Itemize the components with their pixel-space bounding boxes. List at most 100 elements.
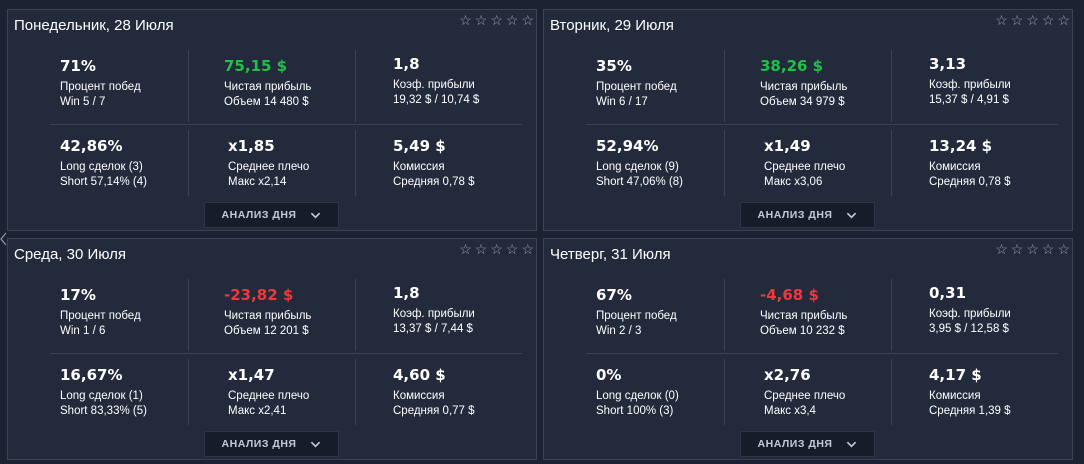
net-profit: -4,68 $ Чистая прибыль Объем 10 232 $ [760,286,920,339]
commission-label: Комиссия [393,161,445,173]
analyze-day-button[interactable]: АНАЛИЗ ДНЯ [204,202,339,228]
chevron-down-icon [311,441,321,448]
long-trades: 16,67% Long сделок (1) Short 83,33% (5) [60,366,220,419]
analyze-day-label: АНАЛИЗ ДНЯ [221,209,297,221]
day-card: Понедельник, 28 Июля ☆ ☆ ☆ ☆ ☆ 71% Процент п… [7,9,537,231]
win-rate-value: 35% [596,57,632,75]
profit-factor-label: Коэф. прибыли [929,308,1011,320]
long-trades-label: Long сделок (1) [60,390,143,402]
win-rate: 67% Процент побед Win 2 / 3 [596,286,756,339]
avg-leverage-sub: Макс x2,14 [228,176,287,188]
win-rate: 17% Процент побед Win 1 / 6 [60,286,220,339]
star-outline-icon[interactable]: ☆ [1010,241,1024,257]
avg-leverage-sub: Макс x2,41 [228,405,287,417]
long-trades-sub: Short 100% (3) [596,405,674,417]
star-outline-icon[interactable]: ☆ [1041,12,1055,28]
win-rate-label: Процент побед [60,310,141,322]
profit-factor-value: 1,8 [393,55,420,73]
chevron-left-icon[interactable] [0,232,7,246]
chevron-down-icon [847,441,857,448]
long-trades-value: 16,67% [60,366,123,384]
profit-factor: 3,13 Коэф. прибыли 15,37 $ / 4,91 $ [929,55,1084,108]
net-profit-label: Чистая прибыль [224,310,312,322]
profit-factor-sub: 13,37 $ / 7,44 $ [393,323,473,335]
day-title: Среда, 30 Июля [14,246,127,263]
net-profit: 38,26 $ Чистая прибыль Объем 34 979 $ [760,57,920,110]
avg-leverage: x1,47 Среднее плечо Макс x2,41 [228,366,388,419]
win-rate-sub: Win 6 / 17 [596,96,648,108]
day-card: Среда, 30 Июля ☆ ☆ ☆ ☆ ☆ 17% Процент побед W… [7,238,537,460]
star-outline-icon[interactable]: ☆ [505,12,519,28]
avg-leverage-sub: Макс x3,4 [764,405,816,417]
profit-factor-value: 0,31 [929,284,967,302]
long-trades: 52,94% Long сделок (9) Short 47,06% (8) [596,137,756,190]
commission-value: 4,60 $ [393,366,446,384]
star-outline-icon[interactable]: ☆ [995,241,1008,257]
commission-label: Комиссия [929,390,981,402]
star-outline-icon[interactable]: ☆ [1026,12,1039,28]
star-outline-icon[interactable]: ☆ [490,241,503,257]
star-outline-icon[interactable]: ☆ [1057,12,1070,28]
avg-leverage-label: Среднее плечо [764,390,846,402]
long-trades: 42,86% Long сделок (3) Short 57,14% (4) [60,137,220,190]
long-trades-sub: Short 83,33% (5) [60,405,147,417]
star-outline-icon[interactable]: ☆ [490,12,503,28]
day-title: Вторник, 29 Июля [550,17,674,34]
long-trades-label: Long сделок (3) [60,161,143,173]
net-profit: -23,82 $ Чистая прибыль Объем 12 201 $ [224,286,384,339]
star-outline-icon[interactable]: ☆ [1010,12,1024,28]
analyze-day-button[interactable]: АНАЛИЗ ДНЯ [740,202,875,228]
day-title: Понедельник, 28 Июля [14,17,174,34]
star-outline-icon[interactable]: ☆ [474,241,488,257]
star-outline-icon[interactable]: ☆ [521,241,534,257]
avg-leverage: x1,49 Среднее плечо Макс x3,06 [764,137,924,190]
analyze-day-label: АНАЛИЗ ДНЯ [757,438,833,450]
net-profit-sub: Объем 10 232 $ [760,325,845,337]
win-rate-label: Процент побед [596,310,677,322]
net-profit-value: 38,26 $ [760,57,824,75]
rating-stars[interactable]: ☆ ☆ ☆ ☆ ☆ [459,242,534,256]
avg-leverage-label: Среднее плечо [764,161,846,173]
star-outline-icon[interactable]: ☆ [995,12,1008,28]
star-outline-icon[interactable]: ☆ [1041,241,1055,257]
win-rate-label: Процент побед [60,81,141,93]
star-outline-icon[interactable]: ☆ [505,241,519,257]
avg-leverage: x2,76 Среднее плечо Макс x3,4 [764,366,924,419]
rating-stars[interactable]: ☆ ☆ ☆ ☆ ☆ [459,13,534,27]
win-rate-sub: Win 1 / 6 [60,325,106,337]
avg-leverage-label: Среднее плечо [228,390,310,402]
commission: 4,60 $ Комиссия Средняя 0,77 $ [393,366,553,419]
star-outline-icon[interactable]: ☆ [474,12,488,28]
commission: 4,17 $ Комиссия Средняя 1,39 $ [929,366,1084,419]
profit-factor-sub: 15,37 $ / 4,91 $ [929,94,1009,106]
analyze-day-button[interactable]: АНАЛИЗ ДНЯ [204,431,339,457]
avg-leverage-value: x1,47 [228,366,275,384]
avg-leverage-label: Среднее плечо [228,161,310,173]
commission-label: Комиссия [393,390,445,402]
star-outline-icon[interactable]: ☆ [1057,241,1070,257]
win-rate-value: 71% [60,57,96,75]
star-outline-icon[interactable]: ☆ [1026,241,1039,257]
avg-leverage-value: x2,76 [764,366,811,384]
long-trades-value: 52,94% [596,137,659,155]
chevron-down-icon [847,212,857,219]
avg-leverage-sub: Макс x3,06 [764,176,823,188]
net-profit-value: 75,15 $ [224,57,288,75]
analyze-day-label: АНАЛИЗ ДНЯ [221,438,297,450]
rating-stars[interactable]: ☆ ☆ ☆ ☆ ☆ [995,242,1070,256]
commission-value: 13,24 $ [929,137,993,155]
star-outline-icon[interactable]: ☆ [459,241,472,257]
long-trades-value: 0% [596,366,622,384]
star-outline-icon[interactable]: ☆ [459,12,472,28]
commission-value: 4,17 $ [929,366,982,384]
star-outline-icon[interactable]: ☆ [521,12,534,28]
commission: 13,24 $ Комиссия Средняя 0,78 $ [929,137,1084,190]
net-profit-label: Чистая прибыль [760,310,848,322]
net-profit-label: Чистая прибыль [760,81,848,93]
long-trades: 0% Long сделок (0) Short 100% (3) [596,366,756,419]
rating-stars[interactable]: ☆ ☆ ☆ ☆ ☆ [995,13,1070,27]
long-trades-label: Long сделок (0) [596,390,679,402]
analyze-day-button[interactable]: АНАЛИЗ ДНЯ [740,431,875,457]
commission-sub: Средняя 0,78 $ [929,176,1011,188]
net-profit-value: -23,82 $ [224,286,294,304]
